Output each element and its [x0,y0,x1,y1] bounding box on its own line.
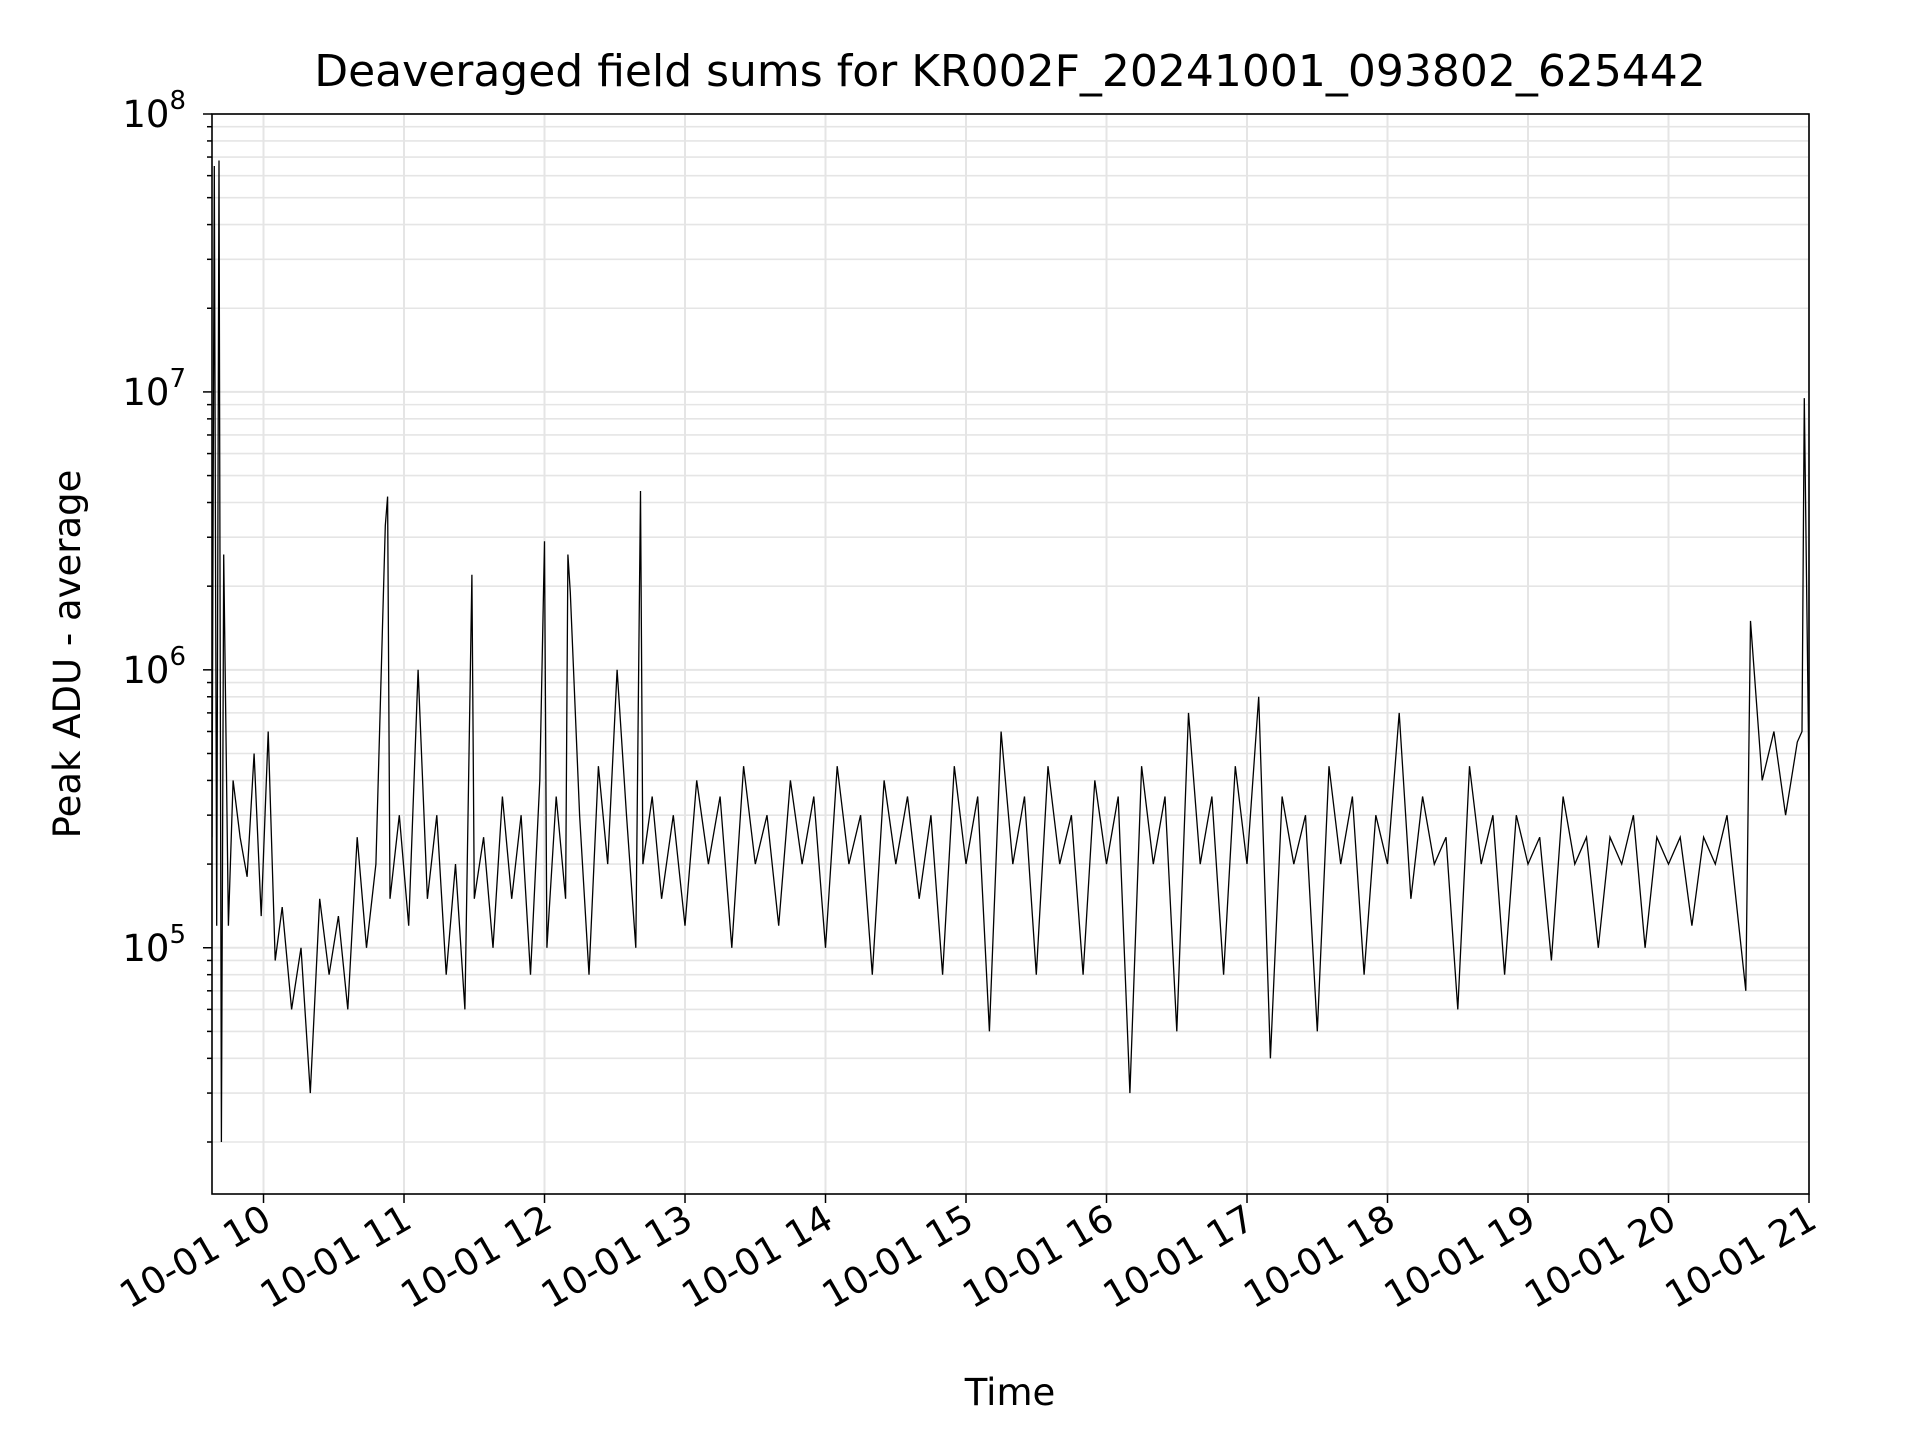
y-tick-base: 10 [122,371,169,414]
y-tick-exponent: 5 [169,920,186,950]
x-axis-label: Time [964,1371,1056,1414]
y-axis-label: Peak ADU - average [46,470,89,839]
y-tick-exponent: 8 [169,86,186,116]
y-tick-base: 10 [122,649,169,692]
y-tick-base: 10 [122,927,169,970]
y-tick-exponent: 7 [169,364,186,394]
plot-frame [211,113,1810,1195]
plot-area [212,160,1809,1143]
chart-title: Deaveraged field sums for KR002F_2024100… [314,46,1706,97]
y-tick-exponent: 6 [169,642,186,672]
y-tick-label: 107 [122,364,186,414]
y-tick-label: 106 [122,642,186,692]
y-tick-label: 108 [122,86,186,136]
series-line [212,160,1809,1143]
y-tick-base: 10 [122,93,169,136]
y-tick-label: 105 [122,920,186,970]
